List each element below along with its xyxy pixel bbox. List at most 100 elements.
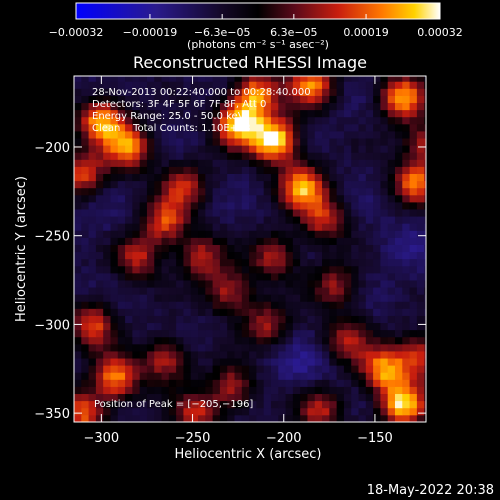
heatmap-pixel <box>314 187 323 196</box>
heatmap-pixel <box>227 372 235 380</box>
heatmap-pixel <box>343 187 352 196</box>
heatmap-pixel <box>139 81 148 89</box>
heatmap-pixel <box>380 322 389 331</box>
heatmap-pixel <box>365 109 374 118</box>
heatmap-pixel <box>139 386 148 395</box>
heatmap-pixel <box>365 173 374 182</box>
heatmap-pixel <box>402 209 410 217</box>
heatmap-pixel <box>74 223 82 231</box>
heatmap-pixel <box>336 237 345 245</box>
heatmap-pixel <box>307 88 316 96</box>
heatmap-pixel <box>394 386 403 395</box>
heatmap-pixel <box>168 315 177 324</box>
heatmap-pixel <box>249 159 257 167</box>
heatmap-pixel <box>103 272 111 281</box>
heatmap-pixel <box>183 209 192 217</box>
heatmap-pixel <box>343 244 352 253</box>
heatmap-pixel <box>205 358 214 366</box>
colorbar-tick-label: −0.00019 <box>123 26 178 39</box>
heatmap-pixel <box>263 315 272 324</box>
heatmap-pixel <box>402 76 410 82</box>
heatmap-pixel <box>183 301 192 309</box>
heatmap-pixel <box>190 258 199 267</box>
heatmap-pixel <box>205 88 214 96</box>
heatmap-pixel <box>132 265 141 274</box>
heatmap-pixel <box>146 393 155 402</box>
heatmap-pixel <box>154 365 162 373</box>
heatmap-pixel <box>358 159 367 167</box>
heatmap-pixel <box>409 173 418 182</box>
heatmap-pixel <box>154 336 162 345</box>
heatmap-pixel <box>343 365 352 373</box>
heatmap-pixel <box>74 76 82 82</box>
heatmap-pixel <box>365 287 374 295</box>
heatmap-pixel <box>358 322 367 331</box>
heatmap-pixel <box>88 145 97 153</box>
heatmap-pixel <box>278 152 286 160</box>
heatmap-pixel <box>139 209 148 217</box>
heatmap-pixel <box>307 152 316 160</box>
heatmap-pixel <box>146 109 155 118</box>
heatmap-pixel <box>263 251 272 260</box>
heatmap-pixel <box>132 216 141 224</box>
heatmap-pixel <box>292 159 301 167</box>
heatmap-pixel <box>329 400 338 409</box>
heatmap-pixel <box>139 244 148 253</box>
heatmap-pixel <box>416 102 425 111</box>
heatmap-pixel <box>307 308 316 316</box>
heatmap-pixel <box>416 223 425 231</box>
heatmap-pixel <box>424 315 426 324</box>
heatmap-pixel <box>74 258 82 267</box>
heatmap-pixel <box>285 407 294 416</box>
heatmap-pixel <box>322 102 330 111</box>
heatmap-pixel <box>88 138 97 146</box>
heatmap-pixel <box>117 166 126 174</box>
heatmap-pixel <box>234 287 243 295</box>
heatmap-pixel <box>132 251 141 260</box>
heatmap-pixel <box>358 280 367 288</box>
heatmap-pixel <box>394 194 403 203</box>
heatmap-pixel <box>190 95 199 104</box>
heatmap-pixel <box>322 159 330 167</box>
heatmap-pixel <box>81 102 89 111</box>
heatmap-pixel <box>117 322 126 331</box>
heatmap-pixel <box>110 166 119 174</box>
heatmap-pixel <box>88 230 97 238</box>
heatmap-pixel <box>373 414 381 422</box>
y-tick-label: −250 <box>34 230 70 245</box>
heatmap-pixel <box>183 258 192 267</box>
heatmap-pixel <box>424 81 426 89</box>
heatmap-pixel <box>394 244 403 253</box>
heatmap-pixel <box>351 209 359 217</box>
heatmap-pixel <box>219 95 228 104</box>
heatmap-pixel <box>278 187 286 196</box>
heatmap-pixel <box>424 308 426 316</box>
heatmap-pixel <box>110 173 119 182</box>
heatmap-pixel <box>249 294 257 302</box>
heatmap-pixel <box>88 166 97 174</box>
heatmap-pixel <box>416 88 425 96</box>
heatmap-pixel <box>343 223 352 231</box>
heatmap-pixel <box>402 159 410 167</box>
heatmap-pixel <box>329 301 338 309</box>
heatmap-pixel <box>132 223 141 231</box>
heatmap-pixel <box>343 372 352 380</box>
heatmap-pixel <box>219 187 228 196</box>
heatmap-pixel <box>380 76 389 82</box>
heatmap-pixel <box>168 138 177 146</box>
heatmap-pixel <box>329 329 338 338</box>
heatmap-pixel <box>117 308 126 316</box>
heatmap-pixel <box>183 251 192 260</box>
heatmap-pixel <box>249 116 257 125</box>
heatmap-pixel <box>154 414 162 422</box>
heatmap-pixel <box>343 102 352 111</box>
heatmap-pixel <box>81 173 89 182</box>
heatmap-pixel <box>300 414 308 422</box>
heatmap-pixel <box>336 194 345 203</box>
heatmap-pixel <box>103 173 111 182</box>
heatmap-pixel <box>402 400 410 409</box>
heatmap-pixel <box>322 180 330 189</box>
heatmap-pixel <box>190 138 199 146</box>
heatmap-pixel <box>343 173 352 182</box>
heatmap-pixel <box>146 280 155 288</box>
